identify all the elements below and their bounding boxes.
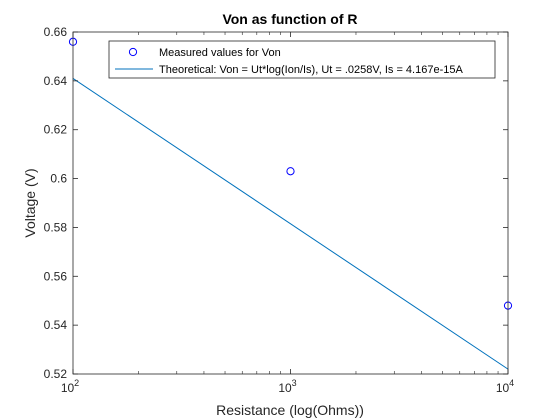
legend-label-theoretical: Theoretical: Von = Ut*log(Ion/Is), Ut = … <box>159 64 463 76</box>
legend-box <box>108 40 496 79</box>
y-tick-label: 0.56 <box>44 269 68 283</box>
y-axis-label: Voltage (V) <box>22 168 38 237</box>
y-tick-label: 0.52 <box>44 367 68 381</box>
y-tick-label: 0.64 <box>44 74 68 88</box>
plot-area <box>73 32 508 374</box>
y-tick-label: 0.62 <box>44 123 68 137</box>
y-tick-label: 0.58 <box>44 220 68 234</box>
legend-marker-measured <box>128 47 138 57</box>
measured-point <box>286 167 295 176</box>
y-tick-label: 0.66 <box>44 25 68 39</box>
theoretical-line <box>72 77 509 370</box>
x-axis-label: Resistance (log(Ohms)) <box>216 402 364 418</box>
axes-layer: 0.52 0.54 0.56 0.58 0.6 0.62 0.64 0.66 102 103 104 <box>44 25 515 395</box>
x-tick-label: 103 <box>278 378 296 395</box>
legend-label-measured: Measured values for Von <box>159 47 281 59</box>
y-tick-label: 0.6 <box>50 172 67 186</box>
legend: Measured values for Von Theoretical: Von… <box>108 40 496 79</box>
x-tick-label: 102 <box>61 378 79 395</box>
y-tick-label: 0.54 <box>44 318 68 332</box>
x-tick-label: 104 <box>496 378 514 395</box>
chart-title: Von as function of R <box>222 11 357 27</box>
